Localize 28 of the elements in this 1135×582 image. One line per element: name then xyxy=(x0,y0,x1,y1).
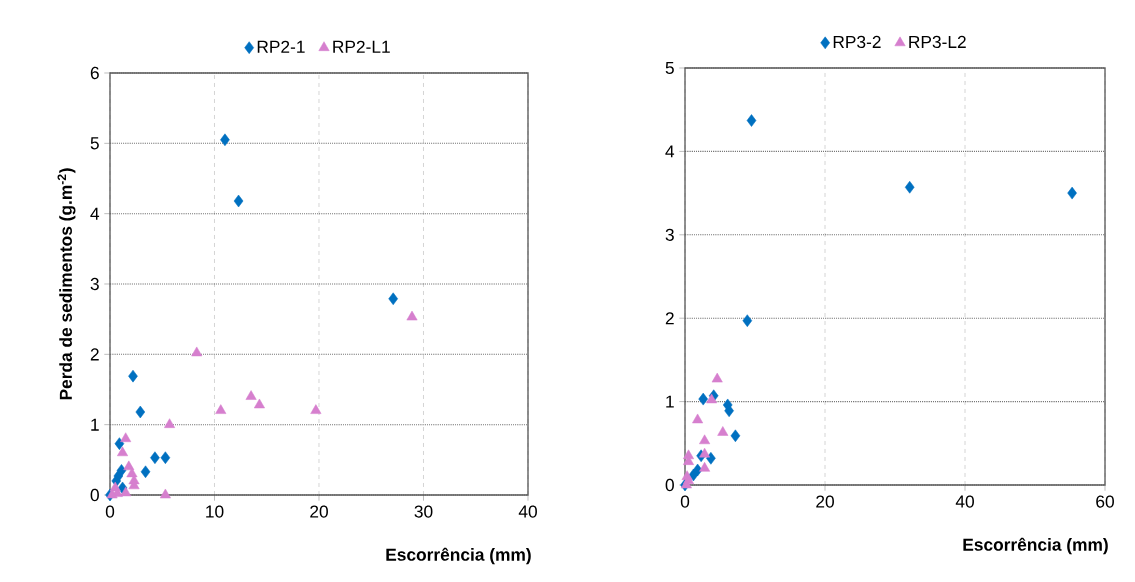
y-tick-label: 4 xyxy=(665,145,675,158)
x-tick-label: 60 xyxy=(1096,495,1114,508)
x-tick-label: 20 xyxy=(816,495,834,508)
y-tick-label: 6 xyxy=(90,66,99,80)
y-tick-label: 5 xyxy=(90,137,99,150)
legend-label: RP3-L2 xyxy=(909,35,966,49)
y-tick-label: 5 xyxy=(665,61,674,75)
legend-label: RP3-2 xyxy=(833,35,881,49)
x-tick-label: 0 xyxy=(680,495,690,508)
x-axis-title: Escorrência (mm) xyxy=(386,547,531,565)
y-tick-label: 2 xyxy=(90,348,99,361)
y-tick-label: 3 xyxy=(90,277,99,291)
y-tick-label: 1 xyxy=(666,395,674,408)
x-tick-label: 40 xyxy=(518,505,537,518)
x-tick-label: 0 xyxy=(105,505,115,518)
x-axis-title: Escorrência (mm) xyxy=(963,537,1108,555)
x-tick-label: 40 xyxy=(955,495,974,508)
x-tick-label: 30 xyxy=(414,505,433,518)
y-tick-label: 2 xyxy=(665,312,674,325)
legend-label: RP2-1 xyxy=(257,40,305,53)
y-tick-label: 3 xyxy=(665,228,674,241)
y-axis-title: Perda de sedimentos (g.m$^{-2}$) xyxy=(57,168,76,400)
y-tick-label: 1 xyxy=(91,418,99,431)
x-tick-label: 20 xyxy=(310,505,328,518)
y-tick-label: 4 xyxy=(90,207,100,220)
y-tick-label: 0 xyxy=(665,478,674,492)
x-tick-label: 10 xyxy=(206,505,224,518)
legend-label: RP2-L1 xyxy=(333,40,390,53)
